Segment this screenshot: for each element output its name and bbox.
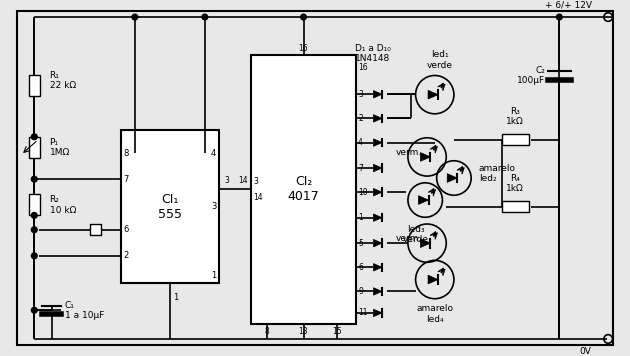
Circle shape: [556, 14, 562, 20]
Text: + 6/+ 12V: + 6/+ 12V: [546, 0, 592, 9]
Polygon shape: [418, 196, 428, 204]
Polygon shape: [428, 275, 438, 284]
Text: 16: 16: [299, 44, 308, 53]
Text: 6: 6: [123, 225, 129, 234]
Circle shape: [32, 134, 37, 140]
Polygon shape: [374, 263, 382, 271]
Text: C₂
100μF: C₂ 100μF: [517, 66, 545, 85]
Text: verm.: verm.: [396, 148, 422, 157]
Bar: [90, 224, 101, 235]
Text: amarelo
led₄: amarelo led₄: [416, 304, 453, 324]
Text: R₁
22 kΩ: R₁ 22 kΩ: [50, 70, 76, 90]
Text: R₃
1kΩ: R₃ 1kΩ: [507, 107, 524, 126]
Bar: [28, 194, 40, 215]
Circle shape: [32, 176, 37, 182]
Text: 1: 1: [358, 213, 363, 222]
Polygon shape: [374, 240, 382, 247]
Text: 13: 13: [299, 326, 308, 335]
Text: 4: 4: [358, 138, 363, 147]
Text: C₁
1 a 10μF: C₁ 1 a 10μF: [65, 300, 105, 320]
Circle shape: [32, 227, 37, 232]
Bar: [120, 130, 219, 283]
Text: 14: 14: [254, 193, 263, 201]
Text: 0V: 0V: [579, 347, 591, 356]
Text: 15: 15: [333, 326, 342, 335]
Text: 7: 7: [358, 163, 363, 173]
Polygon shape: [374, 164, 382, 172]
Text: 4: 4: [211, 148, 216, 158]
Polygon shape: [428, 90, 438, 99]
Polygon shape: [374, 115, 382, 122]
Text: amarelo
led₂: amarelo led₂: [479, 163, 516, 183]
Text: 1: 1: [173, 293, 178, 302]
Bar: [28, 137, 40, 158]
Polygon shape: [374, 139, 382, 146]
Text: 3: 3: [254, 177, 258, 186]
Bar: [502, 135, 529, 145]
Text: verm.: verm.: [396, 234, 422, 243]
Text: 8: 8: [264, 326, 269, 335]
Bar: [251, 56, 356, 324]
Text: 14: 14: [238, 176, 248, 185]
Text: 3: 3: [358, 90, 363, 99]
Text: R₂
10 kΩ: R₂ 10 kΩ: [50, 195, 76, 215]
Text: CI₂
4017: CI₂ 4017: [288, 176, 319, 204]
Bar: [28, 74, 40, 96]
Text: 2: 2: [123, 251, 129, 260]
Bar: [502, 201, 529, 212]
Circle shape: [32, 253, 37, 259]
Circle shape: [32, 213, 37, 218]
Text: R₄
1kΩ: R₄ 1kΩ: [507, 174, 524, 193]
Polygon shape: [420, 239, 430, 247]
Polygon shape: [374, 188, 382, 196]
Text: P₁
1MΩ: P₁ 1MΩ: [50, 138, 70, 157]
Text: 9: 9: [358, 287, 363, 296]
Text: 1: 1: [211, 271, 216, 280]
Text: 10: 10: [358, 188, 368, 197]
Polygon shape: [374, 214, 382, 221]
Text: led₁
verde: led₁ verde: [427, 50, 452, 70]
Text: 2: 2: [358, 114, 363, 123]
Text: CI₁
555: CI₁ 555: [158, 193, 182, 221]
Text: led₃
verde: led₃ verde: [403, 225, 428, 244]
Text: 5: 5: [358, 239, 363, 248]
Circle shape: [32, 307, 37, 313]
Text: 3: 3: [211, 202, 216, 211]
Text: 3: 3: [224, 176, 229, 185]
Text: 11: 11: [358, 308, 368, 318]
Polygon shape: [374, 309, 382, 316]
Polygon shape: [374, 90, 382, 98]
Circle shape: [202, 14, 208, 20]
Text: 16: 16: [358, 63, 368, 72]
Text: D₁ a D₁₀
1N4148: D₁ a D₁₀ 1N4148: [355, 44, 391, 63]
Text: 6: 6: [358, 263, 363, 272]
Circle shape: [132, 14, 138, 20]
Polygon shape: [447, 174, 457, 182]
Polygon shape: [374, 288, 382, 295]
Text: 8: 8: [123, 148, 129, 158]
Text: 7: 7: [123, 175, 129, 184]
Circle shape: [301, 14, 306, 20]
Polygon shape: [420, 153, 430, 161]
